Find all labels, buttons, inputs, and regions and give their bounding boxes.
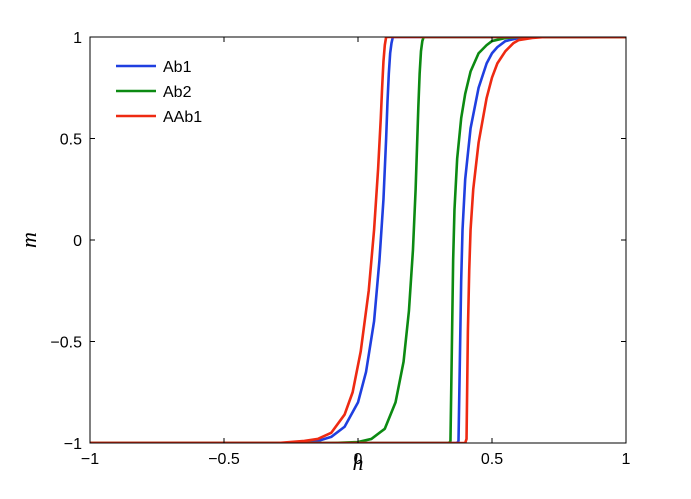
y-tick-label: −1 xyxy=(64,436,82,453)
ticks-layer: −1 −0.5 0 0.5 1 −1 −0.5 0 0.5 1 xyxy=(50,30,630,468)
series-line-aab1-branch-1 xyxy=(90,37,626,443)
x-tick-label: 0 xyxy=(354,451,363,468)
x-tick-label: 0.5 xyxy=(481,451,503,468)
y-axis-label: m xyxy=(16,232,41,248)
series-line-ab2-branch-1 xyxy=(90,37,626,443)
legend-label-ab2: Ab2 xyxy=(163,84,192,101)
legend-label-aab1: AAb1 xyxy=(163,109,202,126)
y-tick-label: −0.5 xyxy=(50,335,82,352)
y-tick-label: 1 xyxy=(73,30,82,47)
y-tick-label: 0 xyxy=(73,233,82,250)
series-line-aab1-branch-2 xyxy=(90,37,626,443)
series-line-ab2-branch-2 xyxy=(90,37,626,443)
x-tick-label: −1 xyxy=(81,451,99,468)
series-line-ab1-branch-1 xyxy=(90,37,626,443)
series-layer xyxy=(90,37,626,443)
legend-label-ab1: Ab1 xyxy=(163,59,192,76)
x-tick-label: −0.5 xyxy=(208,451,240,468)
x-tick-label: 1 xyxy=(622,451,631,468)
x-axis-label: h xyxy=(353,450,364,475)
legend: Ab1 Ab2 AAb1 xyxy=(116,59,202,126)
plot-area xyxy=(90,37,626,443)
y-tick-label: 0.5 xyxy=(60,132,82,149)
